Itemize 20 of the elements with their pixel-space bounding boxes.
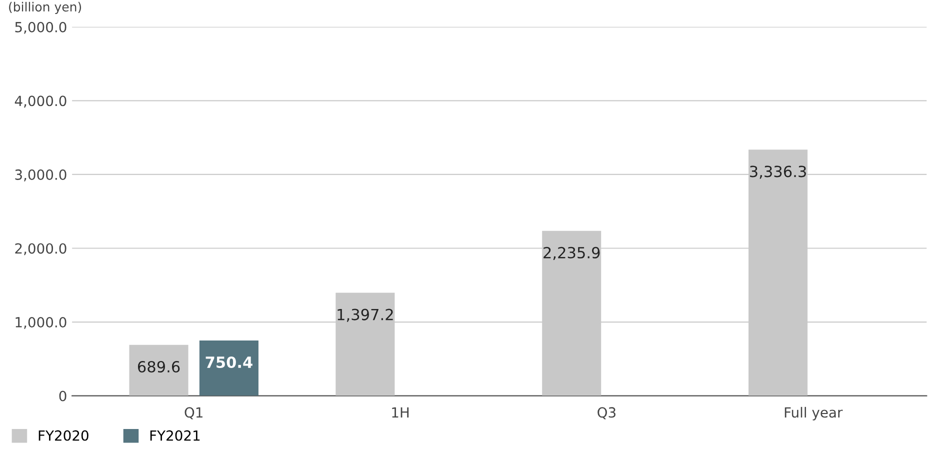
y-tick-label: 1,000.0 [16,316,66,329]
bar [129,344,188,396]
data-label: 1,397.2 [338,308,393,322]
legend-label: FY2021 [150,430,200,441]
data-label: 750.4 [206,356,252,368]
y-tick-label: 0 [59,390,66,402]
y-tick-label: 2,000.0 [15,243,66,256]
x-tick-label: Full year [784,406,843,420]
data-label: 689.6 [138,360,180,373]
data-label: 2,235.9 [544,246,600,260]
y-tick-label: 4,000.0 [14,96,66,108]
data-label: 3,336.3 [750,166,806,179]
legend-label: FY2020 [38,430,88,441]
y-tick-label: 5,000.0 [15,22,66,34]
y-tick-label: 3,000.0 [15,169,66,182]
bar [199,340,258,396]
y-axis-title: (billion yen) [9,2,82,14]
x-tick-label: 1H [392,407,409,418]
x-tick-label: Q1 [184,407,202,420]
x-tick-label: Q3 [598,407,616,420]
